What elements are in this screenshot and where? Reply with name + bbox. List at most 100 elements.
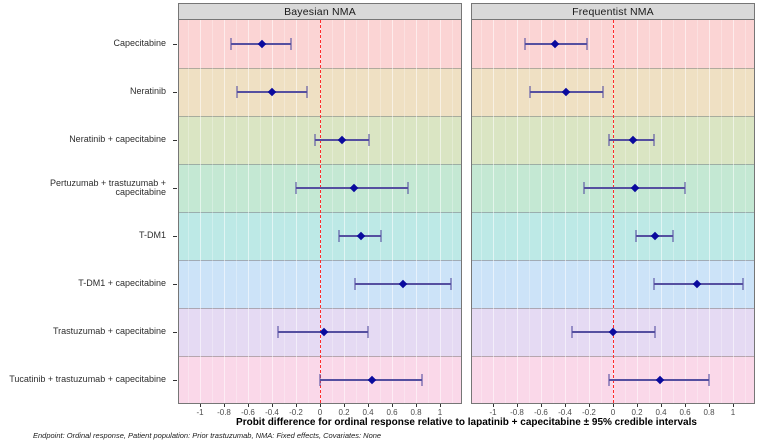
y-tick-mark xyxy=(173,236,177,237)
y-axis-label: T-DM1 xyxy=(139,230,166,241)
y-tick-mark xyxy=(173,284,177,285)
x-tick-label: -0.4 xyxy=(265,408,279,417)
y-axis-label: Tucatinib + trastuzumab + capecitabine xyxy=(9,374,166,385)
gridline-major xyxy=(733,20,734,403)
gridline-minor xyxy=(505,20,506,403)
x-tick-label: -0.8 xyxy=(217,408,231,417)
gridline-major xyxy=(296,20,297,403)
ci-cap-low xyxy=(608,134,611,146)
ci-cap-low xyxy=(634,230,637,242)
gridline-major xyxy=(392,20,393,403)
x-tick-label: -1 xyxy=(489,408,497,417)
gridline-major xyxy=(637,20,638,403)
gridline-major xyxy=(248,20,249,403)
gridline-major xyxy=(517,20,518,403)
gridline-major xyxy=(224,20,225,403)
x-tick-label: 1 xyxy=(730,408,736,417)
facet-strip-label: Frequentist NMA xyxy=(471,3,755,20)
gridline-major xyxy=(200,20,201,403)
gridline-minor xyxy=(673,20,674,403)
y-tick-mark xyxy=(173,140,177,141)
gridline-major xyxy=(709,20,710,403)
gridline-minor xyxy=(308,20,309,403)
gridline-minor xyxy=(212,20,213,403)
ci-cap-low xyxy=(524,38,527,50)
ci-cap-high xyxy=(741,278,744,290)
ci-cap-low xyxy=(230,38,233,50)
x-tick-label: -0.4 xyxy=(558,408,572,417)
ci-cap-low xyxy=(608,374,611,386)
ci-cap-high xyxy=(602,86,605,98)
x-tick-label: 0.8 xyxy=(703,408,715,417)
gridline-major xyxy=(541,20,542,403)
y-axis-label: Neratinib xyxy=(129,86,166,97)
x-tick-mark xyxy=(661,404,662,407)
ci-cap-high xyxy=(305,86,308,98)
gridline-major xyxy=(440,20,441,403)
ci-cap-low xyxy=(319,374,321,386)
ci-cap-low xyxy=(277,326,279,338)
x-tick-label: -0.2 xyxy=(289,408,303,417)
x-tick-label: 0 xyxy=(317,408,323,417)
x-tick-label: 0.4 xyxy=(655,408,667,417)
gridline-minor xyxy=(649,20,650,403)
x-tick-mark xyxy=(392,404,393,407)
x-tick-label: 0.4 xyxy=(362,408,374,417)
gridline-minor xyxy=(721,20,722,403)
ci-cap-low xyxy=(583,182,586,194)
ci-cap-low xyxy=(571,326,574,338)
facet-strip-label: Bayesian NMA xyxy=(178,3,462,20)
ci-cap-high xyxy=(367,326,369,338)
gridline-minor xyxy=(236,20,237,403)
ci-cap-low xyxy=(652,278,655,290)
x-tick-mark xyxy=(440,404,441,407)
x-tick-label: -0.6 xyxy=(241,408,255,417)
y-tick-mark xyxy=(173,380,177,381)
y-axis-label: T-DM1 + capecitabine xyxy=(78,278,166,289)
gridline-minor xyxy=(428,20,429,403)
gridline-minor xyxy=(188,20,189,403)
footnote: Endpoint: Ordinal response, Patient popu… xyxy=(33,431,382,440)
x-tick-label: -1 xyxy=(196,408,204,417)
gridline-major xyxy=(368,20,369,403)
reference-line xyxy=(320,20,321,403)
y-axis-label: Neratinib + capecitabine xyxy=(69,134,166,145)
gridline-minor xyxy=(284,20,285,403)
gridline-major xyxy=(661,20,662,403)
ci-cap-high xyxy=(380,230,383,242)
ci-cap-high xyxy=(654,326,656,338)
x-tick-mark xyxy=(589,404,590,407)
ci-cap-low xyxy=(353,278,356,290)
y-tick-mark xyxy=(173,44,177,45)
x-axis-title: Probit difference for ordinal response r… xyxy=(236,417,697,428)
x-tick-mark xyxy=(493,404,494,407)
gridline-minor xyxy=(332,20,333,403)
ci-cap-high xyxy=(406,182,409,194)
ci-cap-low xyxy=(314,134,317,146)
gridline-minor xyxy=(481,20,482,403)
x-tick-mark xyxy=(320,404,321,407)
ci-cap-low xyxy=(529,86,532,98)
x-tick-label: 0.6 xyxy=(679,408,691,417)
x-tick-label: 0 xyxy=(610,408,616,417)
y-axis-label: Trastuzumab + capecitabine xyxy=(53,326,166,337)
ci-cap-high xyxy=(585,38,588,50)
x-tick-label: 0.8 xyxy=(410,408,422,417)
gridline-major xyxy=(493,20,494,403)
ci-cap-low xyxy=(236,86,239,98)
x-tick-label: -0.2 xyxy=(582,408,596,417)
x-tick-label: -0.6 xyxy=(534,408,548,417)
gridline-minor xyxy=(380,20,381,403)
gridline-minor xyxy=(601,20,602,403)
ci-cap-high xyxy=(290,38,293,50)
x-tick-label: -0.8 xyxy=(510,408,524,417)
gridline-major xyxy=(344,20,345,403)
ci-cap-high xyxy=(684,182,686,194)
facet-panel-bayesian: Bayesian NMA xyxy=(178,3,462,404)
y-tick-mark xyxy=(173,332,177,333)
x-tick-label: 0.2 xyxy=(338,408,350,417)
plot-area xyxy=(471,20,755,404)
gridline-major xyxy=(589,20,590,403)
gridline-major xyxy=(416,20,417,403)
x-tick-mark xyxy=(733,404,734,407)
